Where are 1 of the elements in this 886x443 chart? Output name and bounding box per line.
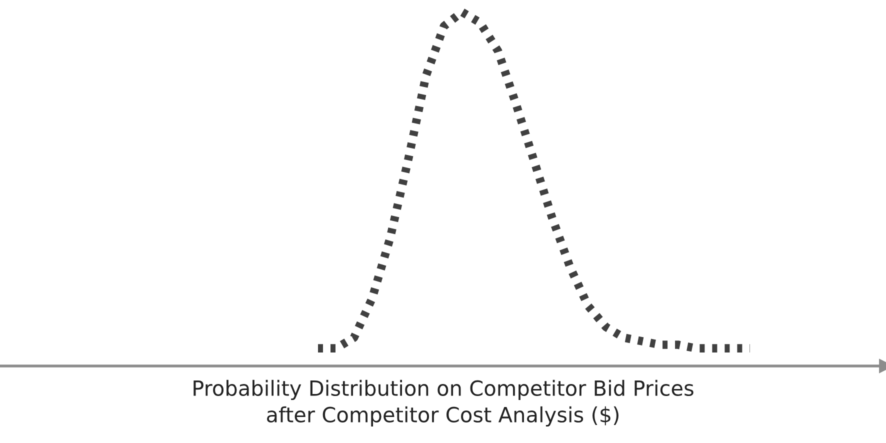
x-axis-title: Probability Distribution on Competitor Bid Prices after Competitor Cost Analysis ($) [194,380,694,427]
